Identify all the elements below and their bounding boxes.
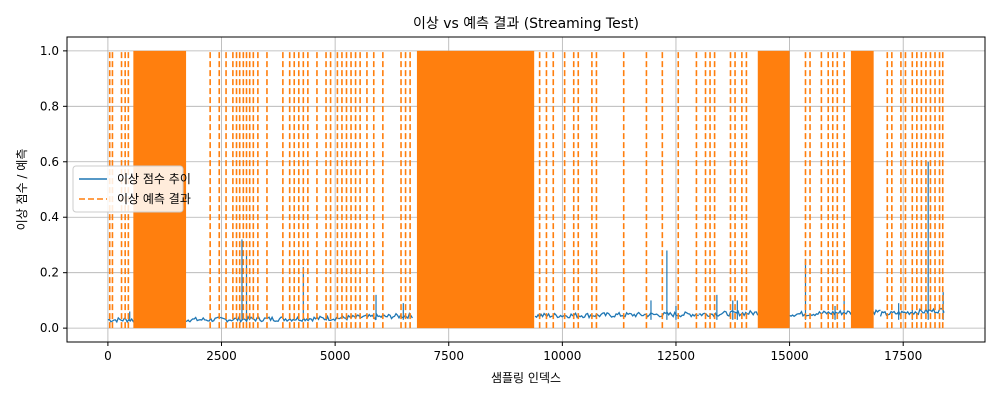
score-baseline-segment	[534, 310, 699, 320]
prediction-block	[757, 50, 790, 329]
legend-box	[72, 165, 184, 213]
series-anomaly-prediction	[108, 50, 944, 329]
series-layer	[107, 50, 945, 329]
y-tick-label: 0.8	[40, 99, 59, 113]
legend-label: 이상 점수 추이	[117, 172, 191, 186]
x-axis-label: 샘플링 인덱스	[491, 371, 561, 385]
y-tick-label: 0.6	[40, 155, 59, 169]
score-baseline-segment	[698, 309, 759, 318]
x-tick-label: 2500	[206, 349, 237, 363]
x-tick-label: 5000	[320, 349, 351, 363]
prediction-block	[416, 50, 535, 329]
chart-title: 이상 vs 예측 결과 (Streaming Test)	[413, 16, 639, 32]
y-tick-label: 0.4	[40, 210, 59, 224]
y-axis-label: 이상 점수 / 예측	[15, 149, 29, 231]
x-tick-label: 17500	[884, 349, 922, 363]
ticks: 0 2500 5000 7500 10000 12500 15000 17500 0.0 0.2 0…	[40, 44, 922, 363]
x-tick-label: 12500	[657, 349, 695, 363]
legend-label: 이상 예측 결과	[117, 192, 191, 206]
score-baseline-segment	[325, 312, 413, 322]
y-tick-label: 0.2	[40, 266, 59, 280]
x-tick-label: 15000	[770, 349, 808, 363]
plot-frame	[66, 36, 986, 343]
prediction-block	[850, 50, 874, 329]
y-tick-label: 0.0	[40, 321, 59, 335]
x-tick-label: 0	[104, 349, 112, 363]
x-tick-label: 10000	[543, 349, 581, 363]
y-tick-label: 1.0	[40, 44, 59, 58]
x-tick-label: 7500	[433, 349, 464, 363]
